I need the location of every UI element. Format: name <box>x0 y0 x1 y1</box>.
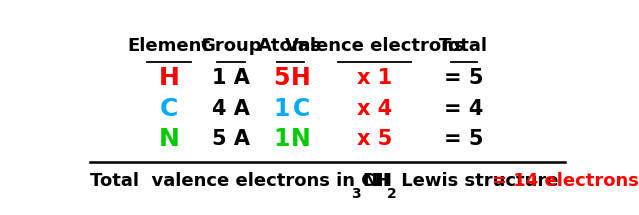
Text: x 1: x 1 <box>357 68 392 88</box>
Text: H: H <box>291 66 311 90</box>
Text: Total  valence electrons in CH: Total valence electrons in CH <box>89 172 389 190</box>
Text: x 5: x 5 <box>357 129 392 149</box>
Text: x 4: x 4 <box>357 98 392 119</box>
Text: 5: 5 <box>273 66 290 90</box>
Text: Element: Element <box>128 37 210 55</box>
Text: = 5: = 5 <box>444 68 484 88</box>
Text: 1 A: 1 A <box>212 68 250 88</box>
Text: Total: Total <box>439 37 488 55</box>
Text: 3: 3 <box>351 187 361 201</box>
Text: N: N <box>158 127 180 151</box>
Text: = 4: = 4 <box>444 98 483 119</box>
Text: 5 A: 5 A <box>212 129 250 149</box>
Text: 2: 2 <box>387 187 396 201</box>
Text: = 14 electrons: = 14 electrons <box>493 172 639 190</box>
Text: NH: NH <box>362 172 392 190</box>
Text: 1: 1 <box>273 97 290 121</box>
Text: 1: 1 <box>273 127 290 151</box>
Text: H: H <box>158 66 180 90</box>
Text: 4 A: 4 A <box>212 98 250 119</box>
Text: C: C <box>160 97 178 121</box>
Text: Group: Group <box>200 37 262 55</box>
Text: N: N <box>291 127 311 151</box>
Text: Lewis structure: Lewis structure <box>395 172 565 190</box>
Text: Atoms: Atoms <box>258 37 323 55</box>
Text: C: C <box>293 97 310 121</box>
Text: Valence electrons: Valence electrons <box>285 37 465 55</box>
Text: = 5: = 5 <box>444 129 484 149</box>
